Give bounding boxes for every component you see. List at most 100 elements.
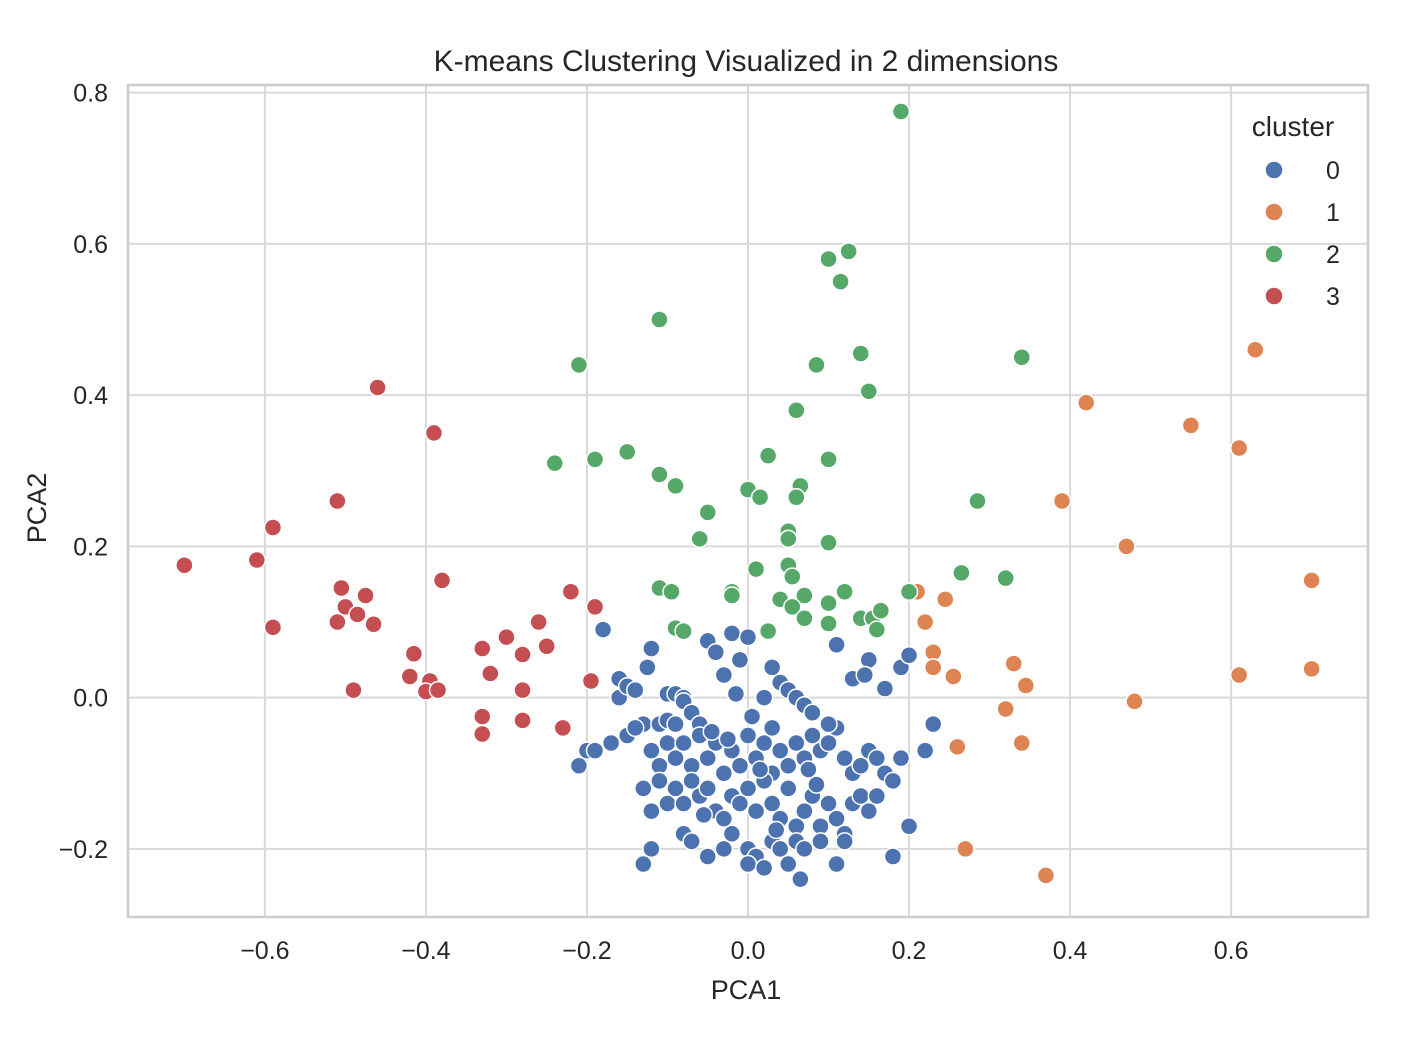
data-point (871, 601, 891, 620)
data-point (650, 465, 669, 484)
data-point (561, 582, 581, 602)
data-point (783, 597, 802, 617)
legend-marker-0 (1264, 160, 1284, 180)
data-point (513, 680, 532, 700)
data-point (867, 748, 887, 768)
data-point (424, 423, 444, 443)
data-point (432, 571, 452, 590)
data-point (899, 646, 919, 665)
data-point (875, 679, 895, 698)
data-point (738, 779, 758, 798)
x-axis-ticks: −0.6 −0.4 −0.2 0.0 0.2 0.4 0.6 (240, 937, 1248, 965)
data-point (779, 529, 798, 549)
data-point (783, 567, 802, 586)
data-point (513, 645, 532, 664)
data-point (835, 748, 854, 768)
data-point (650, 771, 669, 791)
data-point (368, 378, 387, 397)
data-point (650, 310, 669, 329)
data-point (626, 680, 645, 700)
data-point (642, 839, 661, 859)
data-point (714, 839, 734, 859)
data-point (545, 453, 565, 473)
data-point (851, 756, 870, 775)
data-point (263, 518, 283, 537)
data-point (754, 688, 774, 707)
data-point (779, 756, 798, 775)
x-tick-label: 0.4 (1053, 937, 1088, 965)
data-point (658, 794, 677, 813)
data-point (666, 714, 685, 734)
data-point (803, 703, 822, 723)
data-point (473, 639, 492, 658)
legend-marker-1 (1264, 202, 1284, 222)
y-tick-label: 0.0 (73, 685, 108, 713)
data-points (175, 102, 1321, 889)
data-point (328, 491, 347, 511)
data-point (569, 756, 589, 775)
data-point (356, 586, 375, 605)
data-point (722, 624, 742, 643)
data-point (1117, 537, 1136, 556)
data-point (819, 794, 838, 813)
data-point (348, 605, 367, 624)
data-point (738, 854, 758, 874)
data-point (581, 671, 601, 691)
data-point (746, 559, 766, 579)
data-point (779, 854, 798, 874)
data-point (529, 612, 548, 632)
data-point (899, 816, 919, 836)
chart-title: K-means Clustering Visualized in 2 dimen… (434, 45, 1059, 78)
series-cluster-1 (907, 340, 1321, 885)
data-point (819, 249, 838, 269)
data-point (787, 733, 806, 753)
data-point (328, 612, 347, 632)
data-point (682, 771, 701, 791)
data-point (827, 854, 846, 874)
data-point (791, 869, 810, 889)
data-point (1229, 438, 1249, 458)
data-point (626, 718, 645, 738)
series-cluster-3 (175, 378, 605, 744)
data-point (730, 756, 750, 775)
data-point (1016, 676, 1036, 695)
data-point (968, 491, 987, 511)
data-point (891, 748, 911, 768)
data-point (795, 839, 814, 859)
y-axis-ticks: −0.2 0.0 0.2 0.4 0.6 0.8 (59, 80, 108, 864)
data-point (698, 847, 717, 866)
data-point (513, 711, 532, 730)
data-point (766, 820, 786, 840)
data-point (666, 748, 685, 768)
legend-label-2: 2 (1326, 241, 1340, 269)
data-point (263, 618, 283, 637)
data-point (915, 741, 935, 760)
data-point (923, 714, 943, 734)
data-point (497, 627, 516, 647)
data-point (944, 667, 963, 686)
data-point (819, 593, 838, 613)
x-tick-label: 0.0 (731, 937, 766, 965)
data-point (851, 344, 870, 363)
data-point (247, 550, 267, 570)
data-point (690, 529, 709, 549)
data-point (746, 801, 766, 821)
data-point (827, 635, 846, 654)
data-point (569, 355, 589, 375)
data-point (799, 760, 818, 779)
data-point (698, 503, 717, 522)
data-point (851, 786, 870, 806)
plot-area-frame (126, 83, 1370, 919)
data-point (952, 563, 971, 583)
x-tick-label: −0.6 (240, 937, 289, 965)
data-point (722, 586, 742, 605)
data-point (706, 643, 726, 662)
data-point (819, 733, 838, 753)
data-point (638, 658, 657, 677)
data-point (718, 730, 738, 749)
data-point (738, 627, 758, 647)
data-point (787, 400, 806, 420)
data-point (762, 718, 782, 738)
data-point (835, 832, 854, 851)
